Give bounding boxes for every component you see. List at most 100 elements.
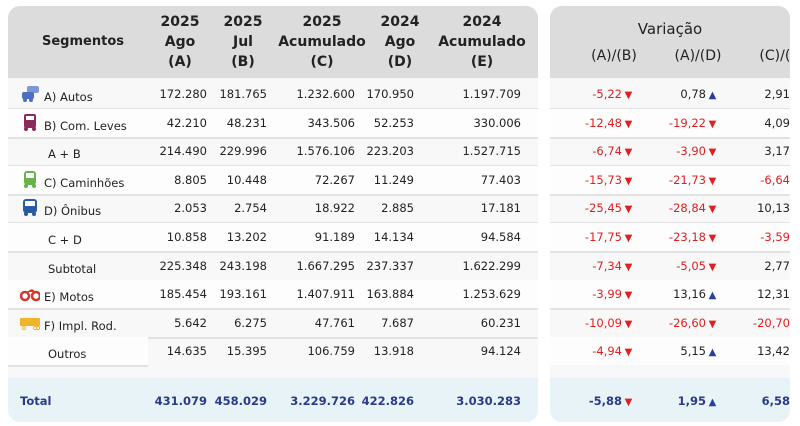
- arrow-down-icon: ▼: [708, 118, 717, 130]
- value-cell: 237.337: [366, 258, 414, 273]
- row-values: 10.858 13.202 91.189 14.134 94.584: [8, 223, 538, 251]
- variation-value: -6,64: [760, 172, 790, 187]
- header-line: 2024: [380, 14, 420, 30]
- variation-value: 6,58: [761, 394, 790, 408]
- value-cell: 17.181: [480, 201, 521, 216]
- table-row: C + D: [8, 223, 538, 253]
- variation-cell: -19,22 ▼: [669, 116, 718, 130]
- variation-cell: 13,16 ▲: [673, 287, 718, 301]
- truck-icon: [20, 169, 40, 189]
- arrow-down-icon: ▼: [624, 233, 633, 244]
- variation-value: -19,22: [668, 115, 706, 130]
- value-cell: 7.687: [381, 315, 414, 330]
- variation-value: 12,31: [757, 287, 790, 302]
- arrow-down-icon: ▼: [624, 347, 633, 359]
- variation-value: -10,09: [584, 315, 622, 330]
- variation-cell: -26,60 ▼: [669, 316, 718, 330]
- row-label: E) Motos: [44, 290, 94, 305]
- total-value: 431.079: [154, 394, 207, 408]
- value-cell: 214.490: [159, 144, 207, 159]
- value-cell: 243.198: [219, 258, 267, 273]
- total-row: Total 431.079 458.029 3.229.726 422.826 3.030…: [8, 378, 538, 422]
- row-values: 14.635 15.395 106.759 13.918 94.124: [8, 337, 538, 365]
- value-cell: 5.642: [174, 315, 207, 330]
- variation-value: 4,09: [764, 115, 790, 130]
- value-cell: 94.124: [480, 344, 521, 359]
- variation-cell: 13,42▲: [757, 344, 790, 358]
- value-cell: 1.197.709: [462, 87, 521, 101]
- variation-cell: -15,73 ▼: [585, 173, 634, 187]
- row-values: 185.454 193.161 1.407.911 163.884 1.253.629: [8, 280, 538, 308]
- header-segments: Segmentos: [42, 34, 124, 49]
- variation-cell: -3,99 ▼: [592, 287, 634, 301]
- arrow-down-icon: ▼: [624, 397, 633, 408]
- variation-header: Variação (A)/(B) (A)/(D) (C)/(E): [550, 6, 790, 78]
- variation-value: 0,78: [680, 87, 706, 101]
- variation-row: -15,73▼-21,73▼-6,64▼: [550, 165, 790, 196]
- variation-value: 2,77: [764, 258, 790, 273]
- table-row: B) Com. Leves: [8, 108, 538, 139]
- header-col: 2025 Ago (A): [135, 12, 225, 72]
- row-label: F) Impl. Rod.: [44, 318, 117, 333]
- value-cell: 6.275: [234, 315, 267, 330]
- value-cell: 343.506: [307, 115, 355, 130]
- header-line: 2025: [160, 14, 200, 30]
- header-col: 2025 Acumulado (C): [277, 12, 367, 72]
- variation-value: -5,22: [592, 87, 622, 101]
- value-cell: 1.667.295: [296, 258, 355, 273]
- header-line: Acumulado: [438, 34, 526, 50]
- value-cell: 225.348: [159, 258, 207, 273]
- variation-cell: 2,91▲: [764, 87, 790, 101]
- variation-value: -15,73: [584, 172, 622, 187]
- variation-cell: -5,05 ▼: [676, 259, 718, 273]
- car-icon: [20, 83, 40, 103]
- variation-cell: -6,74 ▼: [592, 144, 634, 158]
- row-label: C) Caminhões: [44, 175, 125, 190]
- variation-cell: 1,95 ▲: [678, 394, 718, 408]
- variation-value: -17,75: [584, 230, 622, 244]
- value-cell: 11.249: [373, 172, 414, 187]
- header-line: 2025: [223, 14, 263, 30]
- arrow-down-icon: ▼: [708, 204, 717, 216]
- variation-col-header: (C)/(E): [759, 48, 790, 64]
- variation-value: 13,16: [673, 287, 706, 302]
- value-cell: 60.231: [480, 315, 521, 330]
- trailer-icon: [20, 312, 41, 332]
- variation-value: -12,48: [584, 115, 622, 130]
- variation-cell: -20,70▼: [753, 316, 790, 330]
- table-row: C) Caminhões: [8, 165, 538, 196]
- arrow-down-icon: ▼: [624, 118, 633, 130]
- arrow-down-icon: ▼: [624, 261, 633, 273]
- variation-value: -6,74: [592, 144, 622, 159]
- value-cell: 47.761: [314, 315, 355, 330]
- row-values: 42.210 48.231 343.506 52.253 330.006: [8, 109, 538, 137]
- van-icon: [20, 112, 40, 132]
- value-cell: 193.161: [219, 287, 267, 302]
- variation-row: -17,75▼-23,18▼-3,59▼: [550, 223, 790, 253]
- value-cell: 94.584: [480, 230, 521, 244]
- variation-cell: 12,31▲: [757, 287, 790, 301]
- value-cell: 2.053: [174, 201, 207, 216]
- arrow-down-icon: ▼: [708, 261, 717, 273]
- variation-row: -25,45▼-28,84▼10,13▲: [550, 194, 790, 225]
- value-cell: 1.232.600: [296, 87, 355, 101]
- arrow-down-icon: ▼: [624, 318, 633, 330]
- arrow-down-icon: ▼: [708, 147, 717, 159]
- variation-value: -7,34: [592, 258, 622, 273]
- header-line: (C): [310, 54, 334, 70]
- variation-col-header: (A)/(B): [591, 48, 637, 64]
- header-line: (D): [387, 54, 413, 70]
- value-cell: 52.253: [373, 115, 414, 130]
- value-cell: 163.884: [366, 287, 414, 302]
- variation-value: 10,13: [757, 201, 790, 216]
- row-values: 2.053 2.754 18.922 2.885 17.181: [8, 194, 538, 222]
- variation-value: 1,95: [677, 394, 706, 408]
- variation-value: -3,99: [592, 287, 622, 302]
- variation-col-header: (A)/(D): [674, 48, 722, 64]
- value-cell: 1.576.106: [296, 144, 355, 159]
- arrow-up-icon: ▲: [708, 397, 717, 408]
- header-line: (E): [470, 54, 494, 70]
- value-cell: 10.448: [226, 172, 267, 187]
- variation-value: -26,60: [668, 315, 706, 330]
- total-value: 3.229.726: [290, 394, 355, 408]
